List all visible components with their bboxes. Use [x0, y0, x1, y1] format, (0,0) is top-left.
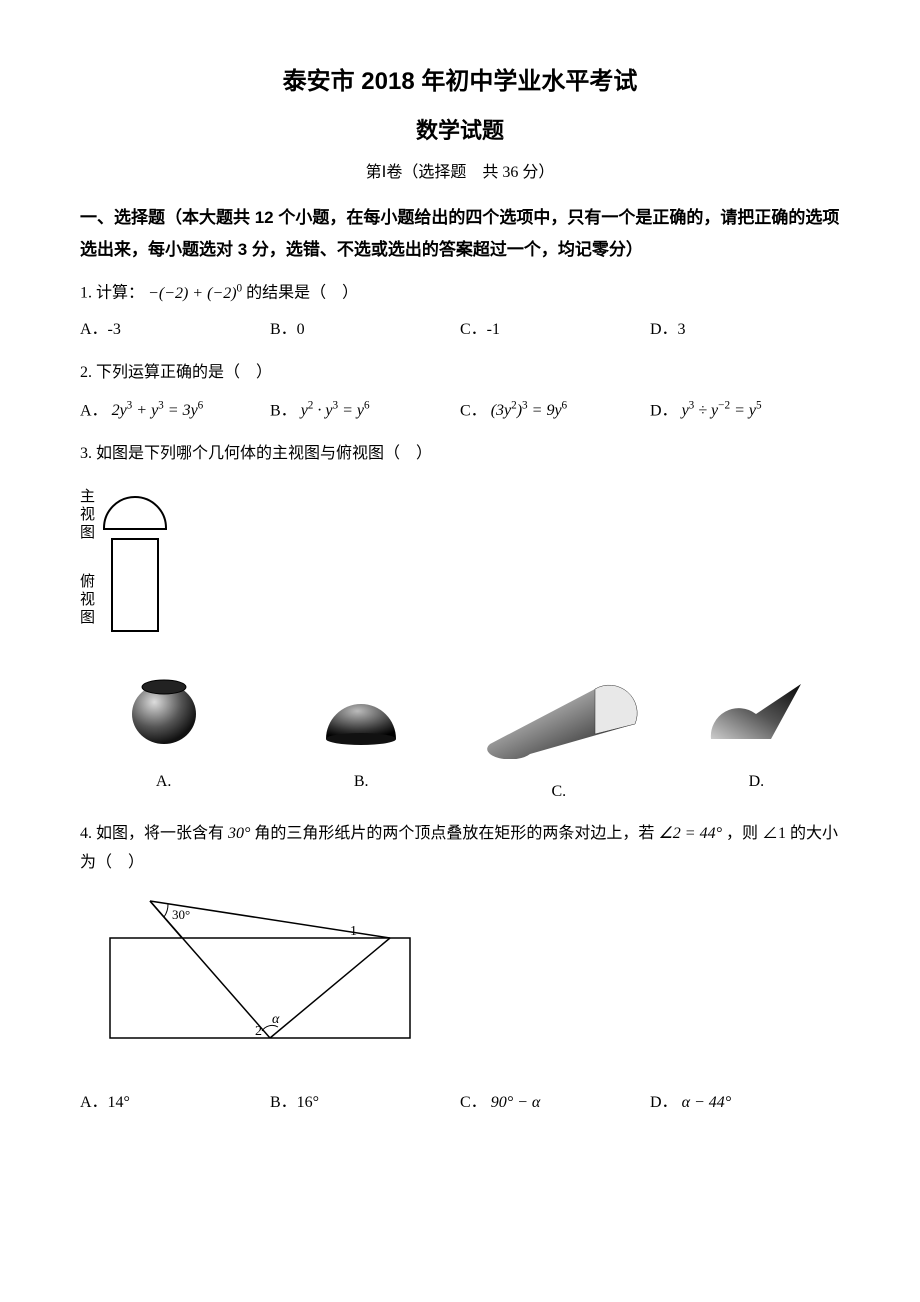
q3-view1a: 主 — [80, 488, 95, 506]
q1-stem-suffix: 的结果是（ ） — [246, 285, 358, 302]
q3-views-figure: 主 视 图 俯 视 图 — [80, 479, 840, 649]
q4-optC-label: C． — [460, 1094, 487, 1111]
q4-stem: 4. 如图，将一张含有 30° 角的三角形纸片的两个顶点叠放在矩形的两条对边上，… — [80, 820, 840, 878]
q2-optA-expr: 2y3 + y3 = 3y6 — [112, 402, 204, 419]
question-4: 4. 如图，将一张含有 30° 角的三角形纸片的两个顶点叠放在矩形的两条对边上，… — [80, 820, 840, 1117]
q3-view2b: 视 — [80, 591, 95, 609]
top-view-icon — [111, 538, 159, 632]
sphere-pot-icon — [124, 669, 204, 749]
q4-optD-expr: α − 44° — [682, 1094, 732, 1111]
half-cylinder-icon — [475, 669, 645, 759]
q1-optA: A．-3 — [80, 316, 270, 345]
q1-options: A．-3 B．0 C．-1 D．3 — [80, 316, 840, 345]
sub-title: 数学试题 — [80, 111, 840, 151]
instructions: 一、选择题（本大题共 12 个小题，在每小题给出的四个选项中，只有一个是正确的，… — [80, 202, 840, 267]
q3-view1c: 图 — [80, 524, 95, 542]
front-view-icon — [103, 496, 167, 530]
q2-optD-expr: y3 ÷ y−2 = y5 — [682, 402, 762, 419]
q2-options: A． 2y3 + y3 = 3y6 B． y2 · y3 = y6 C． (3y… — [80, 396, 840, 426]
hemisphere-icon — [316, 669, 406, 749]
q4-stem-mid: 角的三角形纸片的两个顶点叠放在矩形的两条对边上，若 — [254, 825, 658, 842]
q2-optD: D． y3 ÷ y−2 = y5 — [650, 396, 840, 426]
q4-optA-label: A．14° — [80, 1094, 130, 1111]
q3-optA-label: A. — [80, 768, 247, 797]
q4-optC-expr: 90° − α — [491, 1094, 541, 1111]
main-title: 泰安市 2018 年初中学业水平考试 — [80, 60, 840, 103]
q3-view2a: 俯 — [80, 573, 95, 591]
q1-stem-prefix: 1. 计算： — [80, 285, 144, 302]
q2-optC-expr: (3y2)3 = 9y6 — [491, 402, 567, 419]
q3-optB: B. — [278, 669, 445, 807]
q2-stem: 2. 下列运算正确的是（ ） — [80, 359, 840, 388]
q2-optA-label: A． — [80, 402, 108, 419]
q1-stem: 1. 计算： −(−2) + (−2)0 的结果是（ ） — [80, 278, 840, 308]
section-title: 第Ⅰ卷（选择题 共 36 分） — [80, 159, 840, 188]
triangle-rectangle-diagram-icon: 30° 1 2 α — [90, 893, 430, 1053]
q4-optD-label: D． — [650, 1094, 678, 1111]
q1-expression: −(−2) + (−2)0 — [148, 285, 242, 302]
q4-stem-prefix: 4. 如图，将一张含有 — [80, 825, 228, 842]
q3-view1b: 视 — [80, 506, 95, 524]
q2-optA: A． 2y3 + y3 = 3y6 — [80, 396, 270, 426]
q3-optD-label: D. — [673, 768, 840, 797]
q3-optC-label: C. — [475, 778, 642, 807]
q2-optB: B． y2 · y3 = y6 — [270, 396, 460, 426]
q3-stem: 3. 如图是下列哪个几何体的主视图与俯视图（ ） — [80, 440, 840, 469]
q2-optC: C． (3y2)3 = 9y6 — [460, 396, 650, 426]
q4-angle2eq: ∠2 = 44° — [658, 825, 722, 842]
fig-mark-1: 1 — [350, 924, 357, 939]
question-2: 2. 下列运算正确的是（ ） A． 2y3 + y3 = 3y6 B． y2 ·… — [80, 359, 840, 426]
q4-optD: D． α − 44° — [650, 1089, 840, 1118]
question-1: 1. 计算： −(−2) + (−2)0 的结果是（ ） A．-3 B．0 C．… — [80, 278, 840, 345]
q3-optD: D. — [673, 669, 840, 807]
fig-angle-30: 30° — [172, 907, 190, 922]
q4-optC: C． 90° − α — [460, 1089, 650, 1118]
fig-mark-alpha: α — [272, 1012, 280, 1027]
q2-optC-label: C． — [460, 402, 487, 419]
q3-optA: A. — [80, 669, 247, 807]
q4-angle30: 30° — [228, 825, 250, 842]
q1-optD: D．3 — [650, 316, 840, 345]
q3-optC: C. — [475, 669, 642, 807]
q2-optD-label: D． — [650, 402, 678, 419]
q2-optB-label: B． — [270, 402, 297, 419]
q4-optA: A．14° — [80, 1089, 270, 1118]
quarter-sphere-cone-icon — [701, 669, 811, 749]
q3-view2c: 图 — [80, 609, 95, 627]
q4-figure: 30° 1 2 α — [90, 893, 840, 1064]
q3-optB-label: B. — [278, 768, 445, 797]
q2-optB-expr: y2 · y3 = y6 — [301, 402, 370, 419]
question-3: 3. 如图是下列哪个几何体的主视图与俯视图（ ） 主 视 图 俯 视 图 — [80, 440, 840, 806]
q4-optB: B．16° — [270, 1089, 460, 1118]
q4-options: A．14° B．16° C． 90° − α D． α − 44° — [80, 1089, 840, 1118]
q1-optB: B．0 — [270, 316, 460, 345]
q3-view-shapes — [103, 496, 167, 632]
q1-optC: C．-1 — [460, 316, 650, 345]
q3-options: A. B. — [80, 669, 840, 807]
q4-optB-label: B．16° — [270, 1094, 319, 1111]
fig-mark-2: 2 — [255, 1024, 262, 1039]
q3-view-labels: 主 视 图 俯 视 图 — [80, 479, 95, 649]
